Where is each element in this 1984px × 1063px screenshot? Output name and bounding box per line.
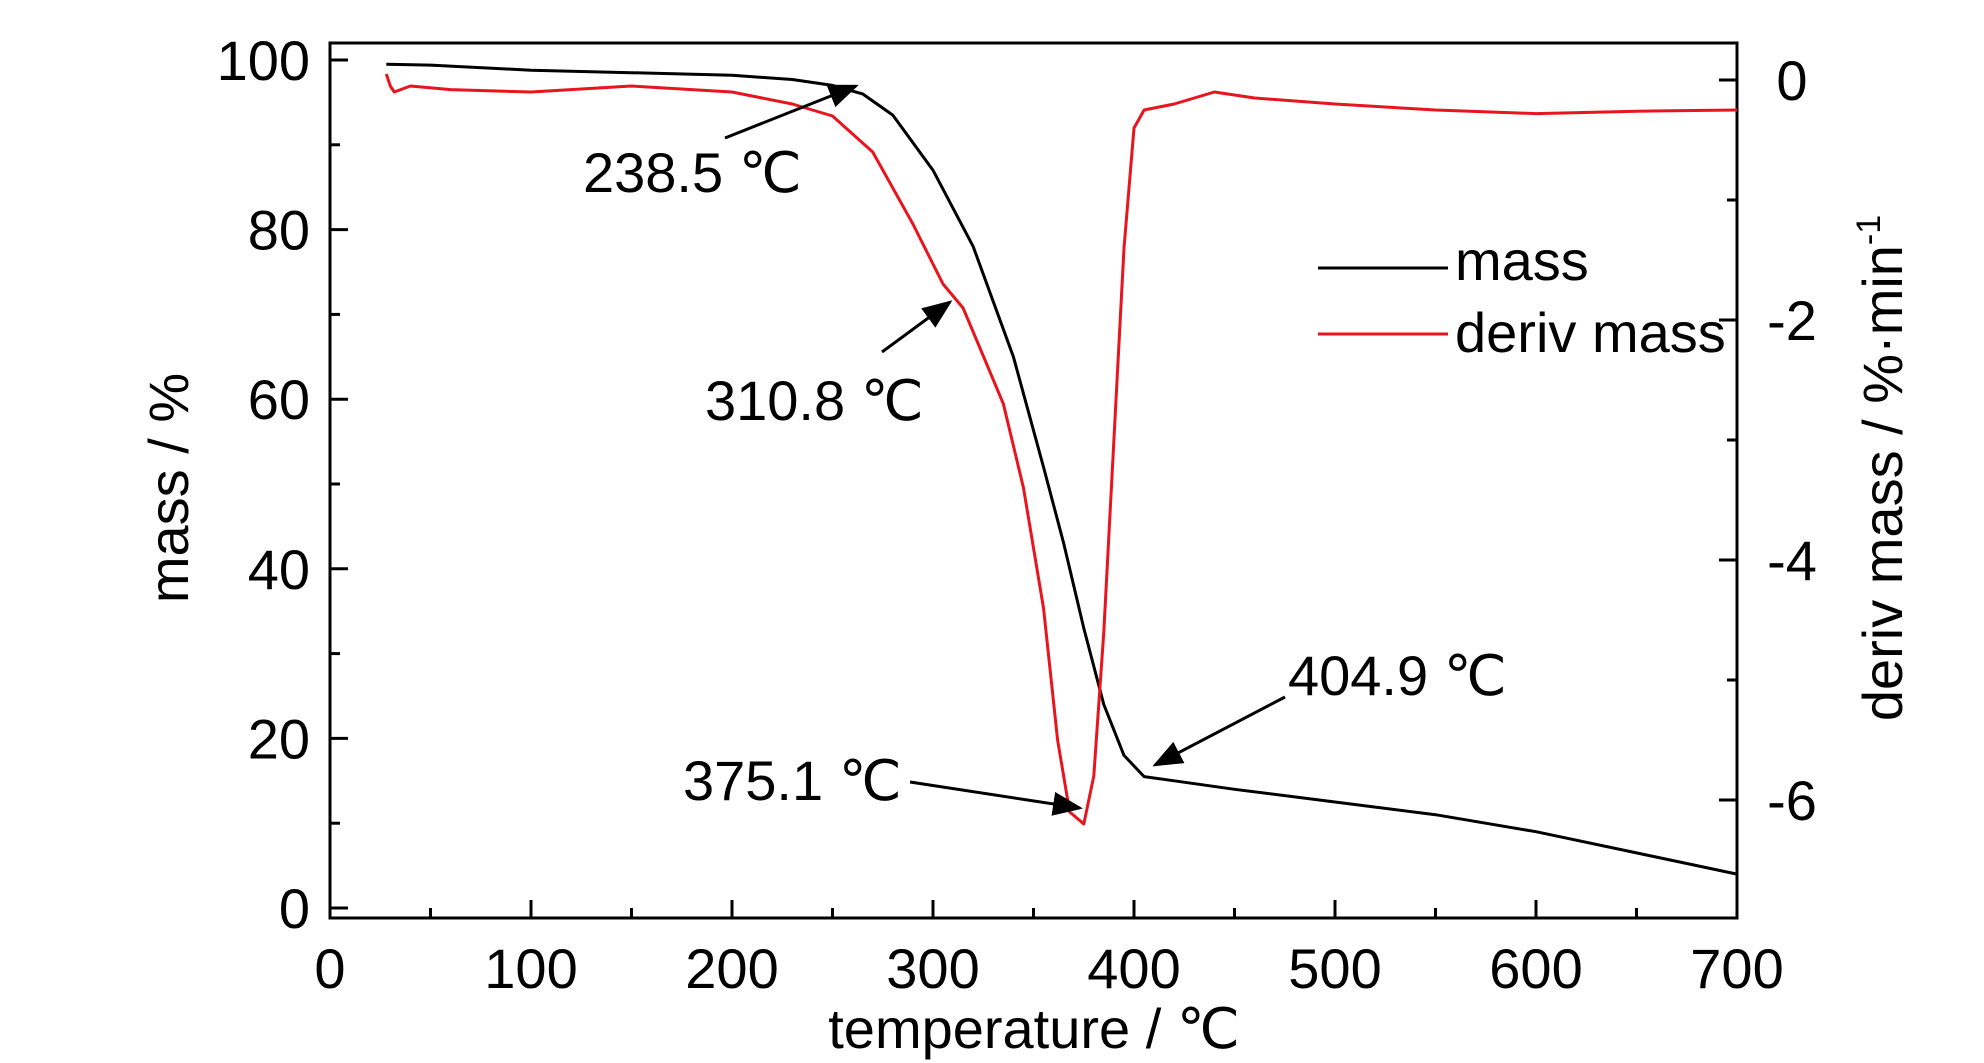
y-left-tick-label: 20 bbox=[248, 707, 310, 770]
series-line-deriv-mass bbox=[384, 73, 1738, 826]
x-tick-label: 200 bbox=[685, 937, 778, 1000]
y-right-tick-label: -6 bbox=[1767, 769, 1817, 832]
x-tick-label: 100 bbox=[484, 937, 577, 1000]
series-line-mass bbox=[386, 62, 1738, 876]
legend-label-deriv-mass: deriv mass bbox=[1455, 301, 1726, 364]
x-tick-label: 400 bbox=[1087, 937, 1180, 1000]
y-right-axis-title: deriv mass / %·min-1 bbox=[1850, 215, 1914, 721]
x-tick-label: 500 bbox=[1288, 937, 1381, 1000]
x-tick-label: 0 bbox=[314, 937, 345, 1000]
annotation-arrow bbox=[724, 84, 859, 140]
x-tick-label: 600 bbox=[1489, 937, 1582, 1000]
annotation-arrow bbox=[909, 780, 1083, 816]
annotation-layer: 238.5 ℃ 310.8 ℃ 375.1 ℃ 404.9 ℃ bbox=[583, 84, 1507, 816]
legend-label-mass: mass bbox=[1455, 229, 1589, 292]
y-left-axis-ticks: 0 20 40 60 80 100 bbox=[217, 29, 348, 940]
y-right-axis-title-sup: -1 bbox=[1850, 215, 1888, 245]
y-left-tick-label: 0 bbox=[279, 877, 310, 940]
y-right-tick-label: -2 bbox=[1767, 289, 1817, 352]
x-axis-ticks: 0 100 200 300 400 500 600 700 bbox=[314, 900, 1784, 1000]
legend: mass deriv mass bbox=[1318, 229, 1726, 364]
y-right-tick-label: 0 bbox=[1776, 49, 1807, 112]
y-left-axis-title: mass / % bbox=[137, 373, 200, 603]
x-tick-label: 700 bbox=[1690, 937, 1783, 1000]
y-right-tick-label: -4 bbox=[1767, 529, 1817, 592]
plot-frame bbox=[328, 41, 1739, 920]
annotation-label: 238.5 ℃ bbox=[583, 141, 802, 204]
annotation-label: 375.1 ℃ bbox=[683, 749, 902, 812]
annotation-arrow bbox=[881, 300, 953, 354]
x-tick-label: 300 bbox=[886, 937, 979, 1000]
y-left-tick-label: 100 bbox=[217, 29, 310, 92]
annotation-label: 404.9 ℃ bbox=[1288, 644, 1507, 707]
annotation-arrow bbox=[1152, 695, 1286, 767]
x-axis-title: temperature / ℃ bbox=[828, 997, 1240, 1060]
annotation-label: 310.8 ℃ bbox=[705, 369, 924, 432]
y-left-tick-label: 40 bbox=[248, 538, 310, 601]
series-layer bbox=[384, 62, 1738, 876]
y-right-axis-ticks: 0 -2 -4 -6 bbox=[1719, 49, 1817, 832]
y-right-axis-title-main: deriv mass / %·min bbox=[1851, 245, 1914, 721]
y-left-tick-label: 60 bbox=[248, 368, 310, 431]
y-left-tick-label: 80 bbox=[248, 199, 310, 262]
